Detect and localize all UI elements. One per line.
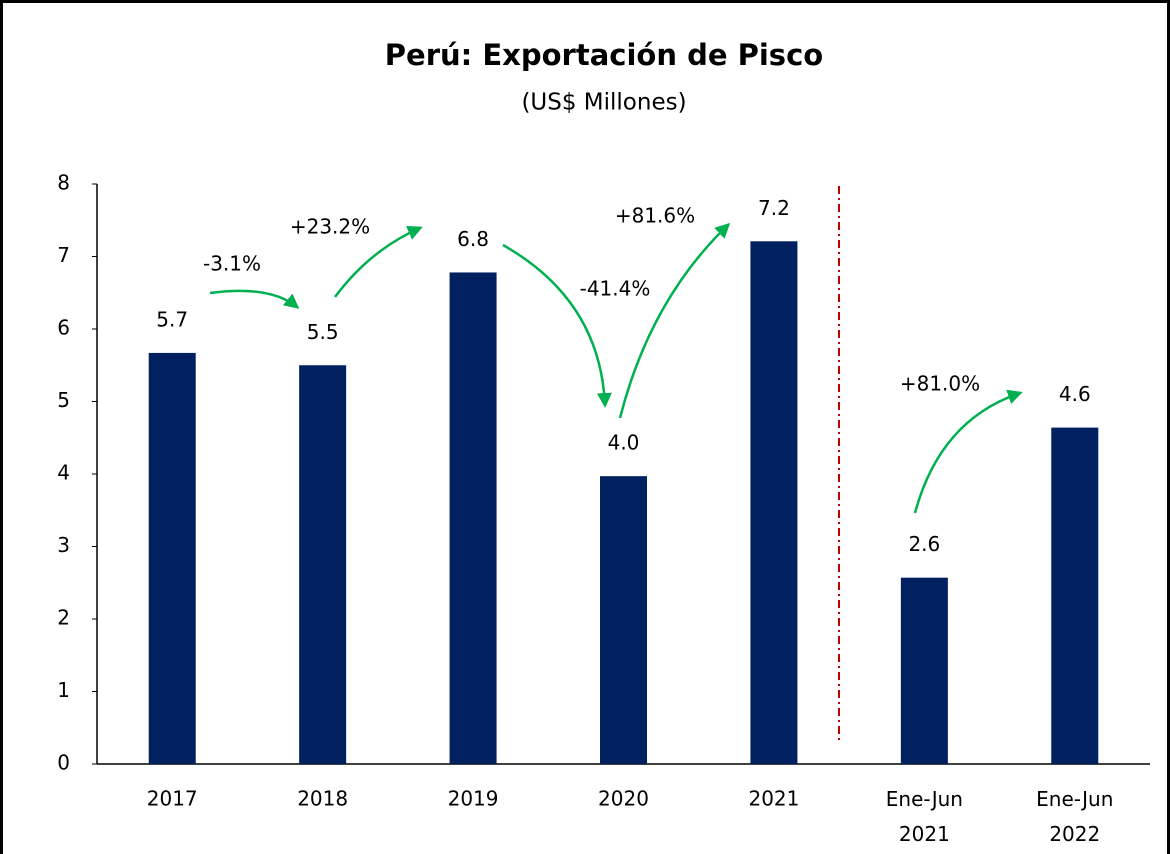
growth-arrow <box>209 289 300 309</box>
data-label: 7.2 <box>758 196 790 220</box>
x-tick-label: 2017 <box>147 787 198 811</box>
chart-title: Perú: Exportación de Pisco <box>385 38 823 72</box>
y-tick-label: 5 <box>57 388 70 412</box>
chart-subtitle: (US$ Millones) <box>521 90 686 116</box>
growth-label: +23.2% <box>290 215 370 239</box>
growth-label: -3.1% <box>203 252 261 276</box>
y-tick-label: 0 <box>57 751 70 775</box>
x-tick-label: 2020 <box>598 787 649 811</box>
growth-arrow <box>502 243 612 408</box>
x-tick-label: 2018 <box>297 787 348 811</box>
bar <box>600 476 647 764</box>
bar <box>299 365 347 764</box>
x-tick-label: 2021 <box>748 787 799 811</box>
y-tick-label: 3 <box>57 533 70 557</box>
bar <box>900 577 948 764</box>
y-tick-label: 1 <box>57 678 70 702</box>
growth-arrow <box>618 222 731 419</box>
x-tick-label: 2019 <box>448 787 499 811</box>
data-label: 5.7 <box>156 307 188 331</box>
data-label: 6.8 <box>457 227 489 251</box>
y-tick-label: 4 <box>57 461 70 485</box>
y-tick-label: 7 <box>57 243 70 267</box>
y-tick-label: 8 <box>57 171 70 195</box>
y-tick-label: 6 <box>57 316 70 340</box>
y-tick-label: 2 <box>57 606 70 630</box>
growth-label: +81.0% <box>900 372 980 396</box>
bar <box>449 272 497 764</box>
growth-arrow <box>913 389 1023 514</box>
bar <box>1051 427 1099 764</box>
x-tick-label: Ene-Jun 2022 <box>1036 787 1113 846</box>
data-label: 4.6 <box>1059 382 1091 406</box>
data-label: 2.6 <box>908 532 940 556</box>
growth-label: +81.6% <box>615 204 695 228</box>
growth-label: -41.4% <box>580 277 651 301</box>
data-label: 4.0 <box>608 431 640 455</box>
growth-arrow <box>333 225 423 298</box>
bar <box>148 352 196 764</box>
data-label: 5.5 <box>307 320 339 344</box>
x-tick-label: Ene-Jun 2021 <box>886 787 963 846</box>
bar <box>750 241 798 764</box>
